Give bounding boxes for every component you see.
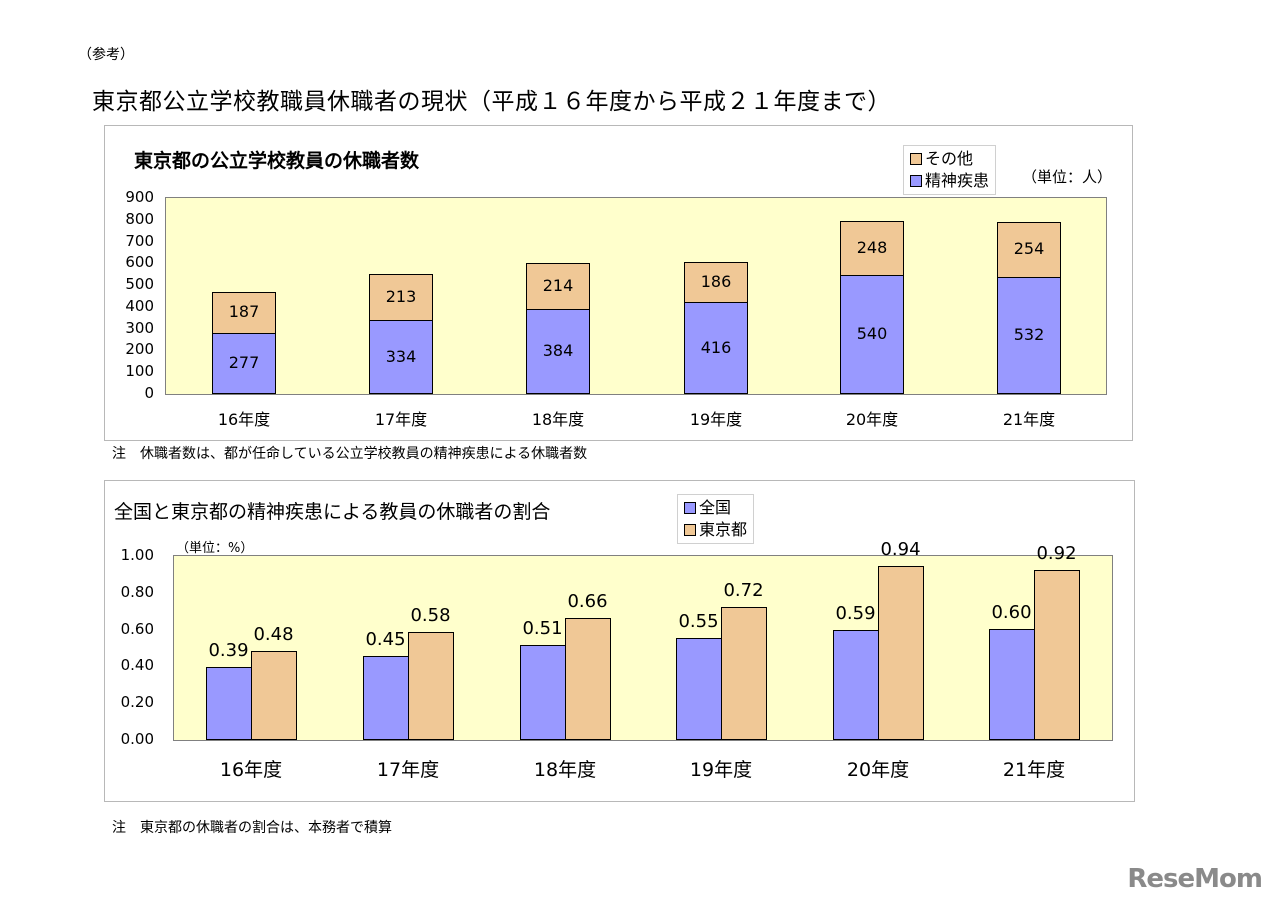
- x-axis-label: 21年度: [1002, 410, 1056, 429]
- y-tick-label: 600: [125, 253, 154, 272]
- bar-value-label: 0.39: [208, 640, 249, 662]
- chart1-unit: （単位：人）: [1022, 168, 1113, 186]
- bar-value-label: 540: [856, 324, 888, 344]
- bar-value-label: 0.94: [880, 539, 921, 561]
- bar-segment: [369, 273, 433, 322]
- bar-segment: [526, 309, 590, 394]
- bar-value-label: 0.60: [991, 601, 1032, 623]
- y-tick-label: 700: [125, 231, 154, 250]
- y-tick-label: 0.80: [120, 582, 154, 601]
- legend-item-seishin: 精神疾患: [910, 170, 989, 192]
- bar-value-label: 384: [542, 341, 574, 361]
- chart2-note: 注 東京都の休職者の割合は、本務者で積算: [112, 820, 392, 836]
- bar-value-label: 254: [1013, 239, 1045, 259]
- chart2-legend: 全国 東京都: [677, 494, 755, 544]
- y-tick-label: 400: [125, 296, 154, 315]
- legend-label: 精神疾患: [925, 171, 990, 190]
- bar: [721, 606, 767, 740]
- x-axis-label: 20年度: [845, 410, 899, 429]
- bar-value-label: 0.66: [567, 590, 608, 612]
- bar: [833, 630, 879, 740]
- y-tick-label: 1.00: [120, 546, 154, 564]
- x-axis-label: 20年度: [846, 759, 910, 781]
- seishin-swatch-icon: [910, 175, 922, 187]
- bar-segment: [684, 302, 748, 394]
- y-tick-label: 0.40: [120, 656, 154, 675]
- sonota-swatch-icon: [910, 153, 922, 165]
- legend-item-tokyo: 東京都: [684, 519, 747, 541]
- bar: [520, 645, 566, 740]
- bar-value-label: 0.72: [723, 579, 764, 601]
- bar: [408, 632, 454, 740]
- bar-value-label: 532: [1013, 325, 1045, 345]
- y-tick-label: 200: [125, 340, 154, 359]
- bar-value-label: 214: [542, 276, 574, 296]
- bar-value-label: 0.48: [253, 623, 294, 645]
- bar-value-label: 277: [228, 352, 260, 372]
- legend-item-sonota: その他: [910, 148, 989, 170]
- x-axis-label: 16年度: [219, 759, 283, 781]
- bar: [251, 650, 297, 740]
- legend-label: 東京都: [699, 520, 748, 539]
- reference-label: （参考）: [78, 47, 134, 63]
- bar-value-label: 416: [700, 337, 732, 357]
- y-tick-label: 500: [125, 275, 154, 294]
- x-axis-label: 18年度: [531, 410, 585, 429]
- page-title: 東京都公立学校教職員休職者の現状（平成１６年度から平成２１年度まで）: [92, 89, 891, 115]
- y-tick-label: 300: [125, 318, 154, 337]
- bar-value-label: 0.58: [410, 605, 451, 627]
- chart1-legend: その他 精神疾患: [903, 145, 997, 195]
- chart2-title: 全国と東京都の精神疾患による教員の休職者の割合: [114, 501, 551, 523]
- bar-value-label: 0.45: [365, 629, 406, 651]
- chart1-plot-area: [165, 197, 1107, 395]
- bar-segment: [526, 262, 590, 311]
- y-tick-label: 0.20: [120, 693, 154, 712]
- y-tick-label: 800: [125, 209, 154, 228]
- chart2-plot-area: [173, 555, 1113, 741]
- chart1-title: 東京都の公立学校教員の休職者数: [134, 150, 420, 172]
- bar: [565, 617, 611, 740]
- tokyo-swatch-icon: [684, 524, 696, 536]
- bar: [878, 566, 924, 740]
- bar-segment: [840, 275, 904, 394]
- x-axis-label: 21年度: [1002, 759, 1066, 781]
- bar-value-label: 334: [385, 346, 417, 366]
- bar: [363, 656, 409, 740]
- x-axis-label: 19年度: [689, 410, 743, 429]
- y-tick-label: 0.60: [120, 619, 154, 638]
- bar: [206, 667, 252, 740]
- bar-value-label: 186: [700, 272, 732, 292]
- x-axis-label: 16年度: [217, 410, 271, 429]
- bar-value-label: 213: [385, 287, 417, 307]
- y-tick-label: 100: [125, 362, 154, 381]
- chart1-note: 注 休職者数は、都が任命している公立学校教員の精神疾患による休職者数: [112, 446, 588, 462]
- chart2-unit: （単位：%）: [176, 541, 254, 556]
- bar-value-label: 187: [228, 302, 260, 322]
- bar-value-label: 248: [856, 238, 888, 258]
- x-axis-label: 17年度: [376, 759, 440, 781]
- bar-segment: [684, 261, 748, 304]
- resemom-logo: ReseMom: [1127, 864, 1263, 894]
- x-axis-label: 18年度: [533, 759, 597, 781]
- bar: [1034, 569, 1080, 740]
- bar-segment: [997, 277, 1061, 394]
- bar-segment: [997, 221, 1061, 279]
- y-tick-label: 0: [144, 384, 154, 402]
- bar-value-label: 0.55: [678, 610, 719, 632]
- y-tick-label: 0.00: [120, 730, 154, 748]
- legend-item-zenkoku: 全国: [684, 497, 747, 519]
- bar-segment: [840, 221, 904, 277]
- y-tick-label: 900: [125, 188, 154, 206]
- x-axis-label: 17年度: [374, 410, 428, 429]
- bar-value-label: 0.51: [522, 618, 563, 640]
- zenkoku-swatch-icon: [684, 502, 696, 514]
- x-axis-label: 19年度: [689, 759, 753, 781]
- bar-value-label: 0.92: [1036, 542, 1077, 564]
- bar: [676, 637, 722, 740]
- bar-segment: [212, 291, 276, 334]
- legend-label: 全国: [699, 498, 732, 517]
- bar: [989, 628, 1035, 740]
- legend-label: その他: [925, 149, 974, 168]
- bar-value-label: 0.59: [835, 603, 876, 625]
